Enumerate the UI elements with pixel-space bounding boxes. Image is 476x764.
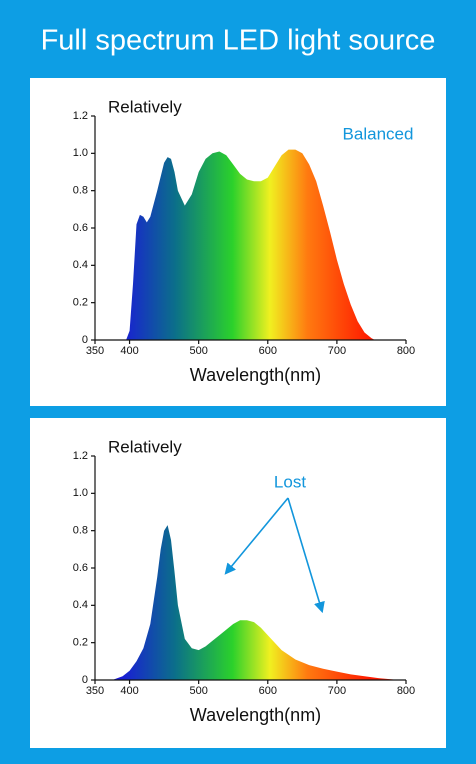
y-axis-label: Relatively [108,97,182,116]
annotation: Balanced [343,124,414,143]
y-tick-label: 1.0 [73,147,88,159]
x-tick-label: 500 [189,345,207,357]
x-tick-label: 500 [189,685,207,697]
y-tick-label: 0.4 [73,599,88,611]
spectrum-area [112,525,400,680]
y-tick-label: 0 [82,334,88,346]
x-tick-label: 600 [259,685,277,697]
x-tick-label: 400 [120,345,138,357]
y-tick-label: 1.0 [73,487,88,499]
y-tick-label: 1.2 [73,450,88,462]
lost-arrows [224,497,325,614]
y-tick-label: 0.6 [73,222,88,234]
page-title: Full spectrum LED light source [41,25,436,57]
annotation: Lost [274,472,306,491]
x-tick-label: 350 [86,685,104,697]
x-tick-label: 800 [397,345,415,357]
y-tick-label: 1.2 [73,110,88,122]
x-axis-label: Wavelength(nm) [190,705,321,725]
y-tick-label: 0.6 [73,562,88,574]
x-tick-label: 800 [397,685,415,697]
x-tick-label: 600 [259,345,277,357]
x-axis-label: Wavelength(nm) [190,365,321,385]
x-tick-label: 700 [328,685,346,697]
x-tick-label: 400 [120,685,138,697]
spectrum-area [126,149,375,340]
y-tick-label: 0.8 [73,525,88,537]
y-axis-label: Relatively [108,437,182,456]
y-tick-label: 0.2 [73,297,88,309]
y-tick-label: 0.8 [73,185,88,197]
x-tick-label: 700 [328,345,346,357]
y-tick-label: 0.4 [73,259,88,271]
y-tick-label: 0.2 [73,637,88,649]
panel [30,418,446,748]
x-tick-label: 350 [86,345,104,357]
y-tick-label: 0 [82,674,88,686]
